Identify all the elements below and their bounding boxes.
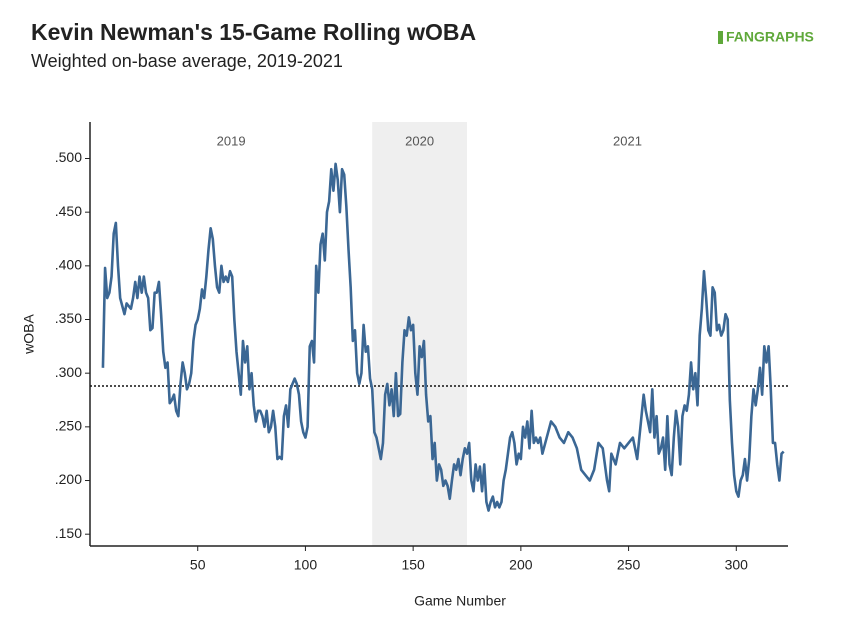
y-tick-label: .400 — [55, 257, 82, 273]
x-tick-label: 100 — [294, 557, 318, 573]
logo: FANGRAPHS — [726, 29, 814, 45]
y-tick-label: .350 — [55, 310, 82, 326]
y-tick-label: .500 — [55, 149, 82, 165]
chart-title: Kevin Newman's 15-Game Rolling wOBA — [31, 19, 476, 45]
x-axis-label: Game Number — [414, 593, 506, 609]
period-label: 2021 — [613, 133, 642, 148]
chart-subtitle: Weighted on-base average, 2019-2021 — [31, 51, 343, 71]
y-tick-label: .300 — [55, 364, 82, 380]
x-tick-label: 150 — [401, 557, 425, 573]
y-tick-label: .150 — [55, 525, 82, 541]
x-tick-label: 250 — [617, 557, 641, 573]
y-tick-label: .200 — [55, 471, 82, 487]
y-tick-label: .250 — [55, 418, 82, 434]
x-tick-label: 50 — [190, 557, 206, 573]
y-tick-label: .450 — [55, 203, 82, 219]
period-label: 2019 — [217, 133, 246, 148]
logo-icon — [718, 31, 723, 44]
period-band — [372, 122, 468, 546]
y-axis-label: wOBA — [21, 314, 37, 355]
data-line — [101, 162, 785, 512]
x-tick-label: 300 — [725, 557, 749, 573]
period-label: 2020 — [405, 133, 434, 148]
x-tick-label: 200 — [509, 557, 533, 573]
